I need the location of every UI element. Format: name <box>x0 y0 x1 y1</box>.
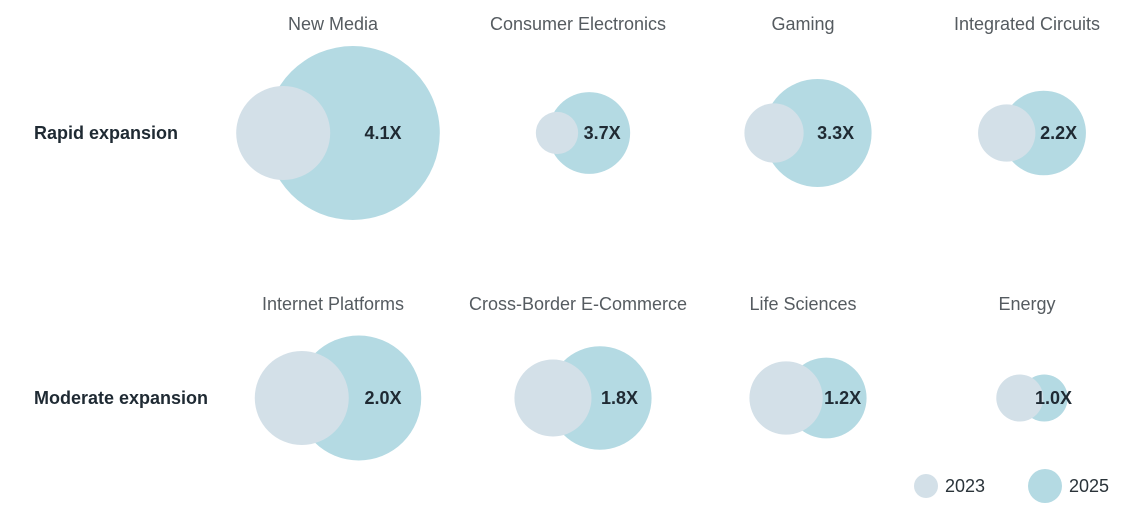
row-label: Rapid expansion <box>34 123 178 143</box>
category-label: Integrated Circuits <box>954 14 1100 34</box>
growth-multiplier-label: 1.0X <box>1035 388 1072 408</box>
legend-swatch-2023 <box>914 474 938 498</box>
growth-multiplier-label: 2.2X <box>1040 123 1077 143</box>
growth-multiplier-label: 3.3X <box>817 123 854 143</box>
growth-multiplier-label: 1.8X <box>601 388 638 408</box>
growth-multiplier-label: 2.0X <box>364 388 401 408</box>
category-label: Cross-Border E-Commerce <box>469 294 687 314</box>
category-label: Energy <box>998 294 1055 314</box>
bubble-2023 <box>749 361 823 435</box>
category-label: Gaming <box>771 14 834 34</box>
category-label: Life Sciences <box>749 294 856 314</box>
bubble-2025 <box>548 92 631 174</box>
bubble-2023 <box>535 111 579 155</box>
legend-swatch-2025 <box>1028 469 1062 503</box>
bubble-2023 <box>236 86 331 180</box>
legend-label: 2025 <box>1069 476 1109 496</box>
bubble-2025 <box>265 46 440 220</box>
category-label: Internet Platforms <box>262 294 404 314</box>
bubble-2023 <box>744 103 804 163</box>
bubble-2025 <box>763 78 872 188</box>
category-label: New Media <box>288 14 379 34</box>
growth-multiplier-label: 4.1X <box>364 123 401 143</box>
bubble-2023 <box>254 351 349 445</box>
category-label: Consumer Electronics <box>490 14 666 34</box>
bubble-2023 <box>996 374 1044 422</box>
growth-multiplier-label: 3.7X <box>584 123 621 143</box>
growth-multiplier-label: 1.2X <box>824 388 861 408</box>
row-label: Moderate expansion <box>34 388 208 408</box>
legend-label: 2023 <box>945 476 985 496</box>
bubble-2023 <box>514 359 592 437</box>
bubble-2023 <box>978 104 1036 162</box>
